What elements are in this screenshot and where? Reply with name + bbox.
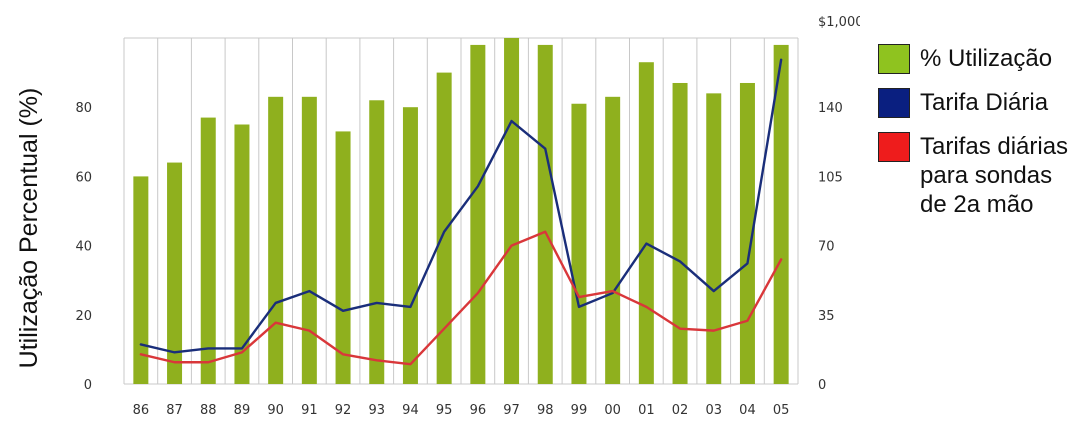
x-tick-label: 89 (234, 403, 251, 418)
x-tick-label: 04 (739, 403, 756, 418)
legend-label-utilization: % Utilização (920, 45, 1053, 72)
x-tick-labels: 86 87 88 89 90 91 92 93 94 95 96 97 98 99 00 01 02 03 04 05 (133, 403, 790, 418)
x-tick-label: 99 (571, 403, 588, 418)
bar-utilization (301, 96, 317, 384)
x-tick-label: 95 (436, 403, 453, 418)
x-tick-label: 05 (773, 403, 790, 418)
chart-svg: 86 87 88 89 90 91 92 93 94 95 96 97 98 99 00 01 02 03 04 05… (15, 15, 860, 418)
bar-utilization (605, 96, 621, 384)
line-day-rate (139, 58, 783, 354)
legend-item-day-rate: Tarifa Diária (878, 88, 1077, 118)
y-axis-label: Utilização Percentual (%) (15, 88, 43, 369)
x-tick-label: 93 (368, 403, 385, 418)
left-tick-labels: 0 20 40 60 80 (75, 101, 92, 393)
bar-utilization (200, 117, 216, 384)
legend-label-second-hand-rate: Tarifas diárias para sondas de 2a mão (920, 133, 1069, 218)
bar-utilization (402, 107, 418, 384)
x-tick-label: 87 (166, 403, 183, 418)
bar-utilization (706, 93, 722, 385)
bar-utilization (537, 44, 553, 385)
x-tick-label: 86 (133, 403, 150, 418)
left-tick-label: 20 (75, 309, 92, 324)
legend-swatch-day-rate (878, 88, 910, 118)
line-second-hand-rate (139, 230, 783, 366)
bar-utilization (672, 82, 688, 384)
x-tick-label: 91 (301, 403, 318, 418)
x-tick-label: 00 (604, 403, 621, 418)
x-tick-label: 02 (672, 403, 689, 418)
x-tick-label: 03 (705, 403, 722, 418)
legend-item-utilization: % Utilização (878, 44, 1077, 74)
legend-swatch-utilization (878, 44, 910, 74)
bar-utilization (571, 103, 587, 385)
right-tick-label: 70 (818, 240, 835, 255)
left-tick-label: 40 (75, 240, 92, 255)
bar-utilization (638, 62, 654, 384)
bar-utilization (133, 176, 149, 384)
x-tick-label: 92 (335, 403, 352, 418)
right-tick-labels: 0 35 70 105 140 $1,000 (818, 15, 860, 393)
legend-label-day-rate: Tarifa Diária (920, 89, 1049, 116)
bar-utilization (773, 44, 789, 385)
bar-utilization (268, 96, 284, 384)
x-tick-label: 88 (200, 403, 217, 418)
bar-utilization (470, 44, 486, 385)
legend: % Utilização Tarifa Diária Tarifas diári… (878, 44, 1077, 233)
bars-group (133, 38, 789, 385)
x-tick-label: 97 (503, 403, 520, 418)
left-tick-label: 80 (75, 101, 92, 116)
left-tick-label: 0 (84, 378, 92, 393)
right-tick-label: 105 (818, 170, 843, 185)
legend-item-second-hand-rate: Tarifas diárias para sondas de 2a mão (878, 132, 1077, 219)
bar-utilization (436, 72, 452, 384)
bar-utilization (335, 131, 351, 384)
bar-utilization (234, 124, 250, 384)
bar-utilization (504, 38, 520, 384)
bar-utilization (739, 82, 755, 384)
x-tick-label: 98 (537, 403, 554, 418)
x-tick-label: 90 (267, 403, 284, 418)
lines-group (139, 58, 783, 366)
bar-utilization (369, 100, 385, 384)
legend-swatch-second-hand-rate (878, 132, 910, 162)
right-tick-label: $1,000 (818, 15, 860, 30)
right-tick-label: 140 (818, 101, 843, 116)
right-tick-label: 0 (818, 378, 826, 393)
right-tick-label: 35 (818, 309, 835, 324)
bar-utilization (167, 162, 183, 384)
left-tick-label: 60 (75, 170, 92, 185)
x-tick-label: 96 (470, 403, 487, 418)
x-tick-label: 01 (638, 403, 655, 418)
x-tick-label: 94 (402, 403, 419, 418)
